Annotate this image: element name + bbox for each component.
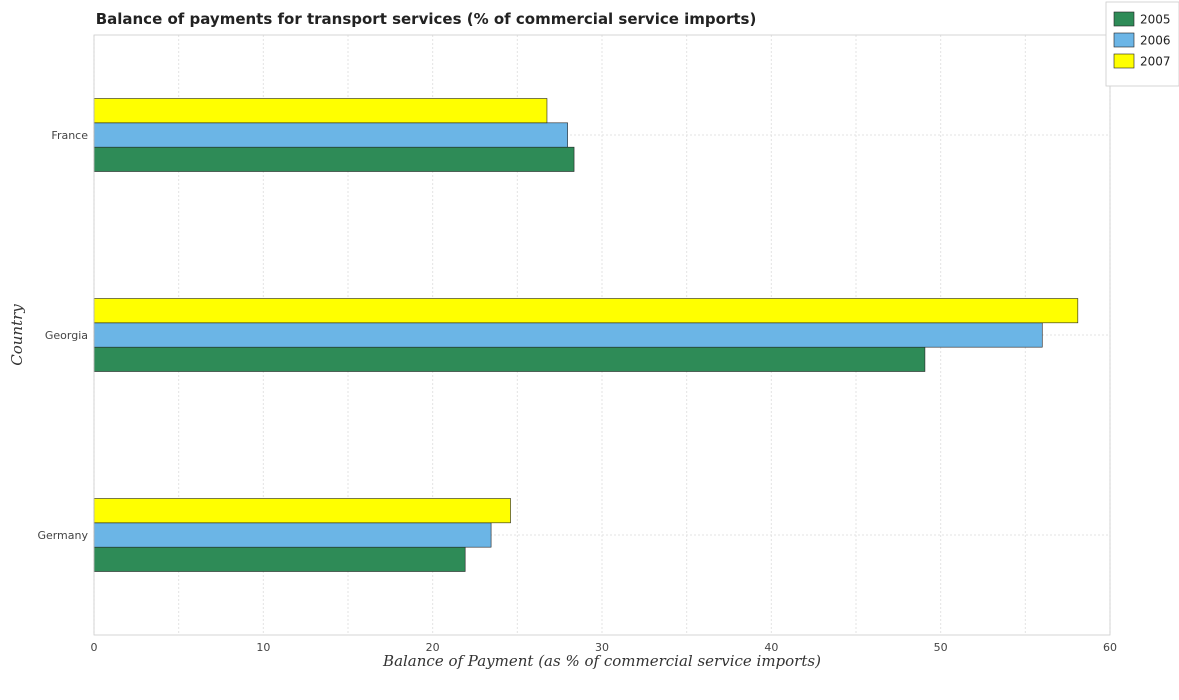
y-tick-label: Germany: [37, 529, 88, 542]
bar-georgia-2005: [93, 346, 926, 372]
legend-swatch-2007: [1113, 53, 1135, 69]
y-tick-labels: France Georgia Germany: [37, 129, 88, 542]
legend: 2005 2006 2007: [1105, 1, 1179, 87]
bar-georgia-2007: [93, 298, 1079, 324]
legend-label-2007: 2007: [1140, 55, 1171, 69]
legend-label-2005: 2005: [1140, 13, 1171, 27]
y-tick-label: France: [51, 129, 88, 142]
legend-swatch-2006: [1113, 32, 1135, 48]
plot-frame: [93, 34, 1111, 636]
x-axis-label: Balance of Payment (as % of commercial s…: [382, 652, 821, 670]
chart-title: Balance of payments for transport servic…: [96, 10, 757, 28]
bar-georgia-2006: [93, 322, 1043, 348]
y-axis-label: Country: [8, 304, 26, 366]
x-tick-labels: 0 10 20 30 40 50 60: [91, 641, 1118, 654]
bar-france-2007: [93, 98, 548, 124]
legend-swatch-2005: [1113, 11, 1135, 27]
bar-germany-2007: [93, 498, 511, 524]
x-tick-label: 30: [595, 641, 609, 654]
x-tick-label: 60: [1103, 641, 1117, 654]
bar-germany-2006: [93, 522, 492, 548]
x-tick-label: 0: [91, 641, 98, 654]
bar-france-2005: [93, 146, 575, 172]
bars: [93, 98, 1079, 572]
legend-label-2006: 2006: [1140, 34, 1171, 48]
y-tick-label: Georgia: [45, 329, 88, 342]
x-tick-label: 40: [764, 641, 778, 654]
x-tick-label: 10: [256, 641, 270, 654]
bar-france-2006: [93, 122, 568, 148]
x-tick-label: 20: [426, 641, 440, 654]
x-tick-label: 50: [934, 641, 948, 654]
bar-germany-2005: [93, 546, 466, 572]
